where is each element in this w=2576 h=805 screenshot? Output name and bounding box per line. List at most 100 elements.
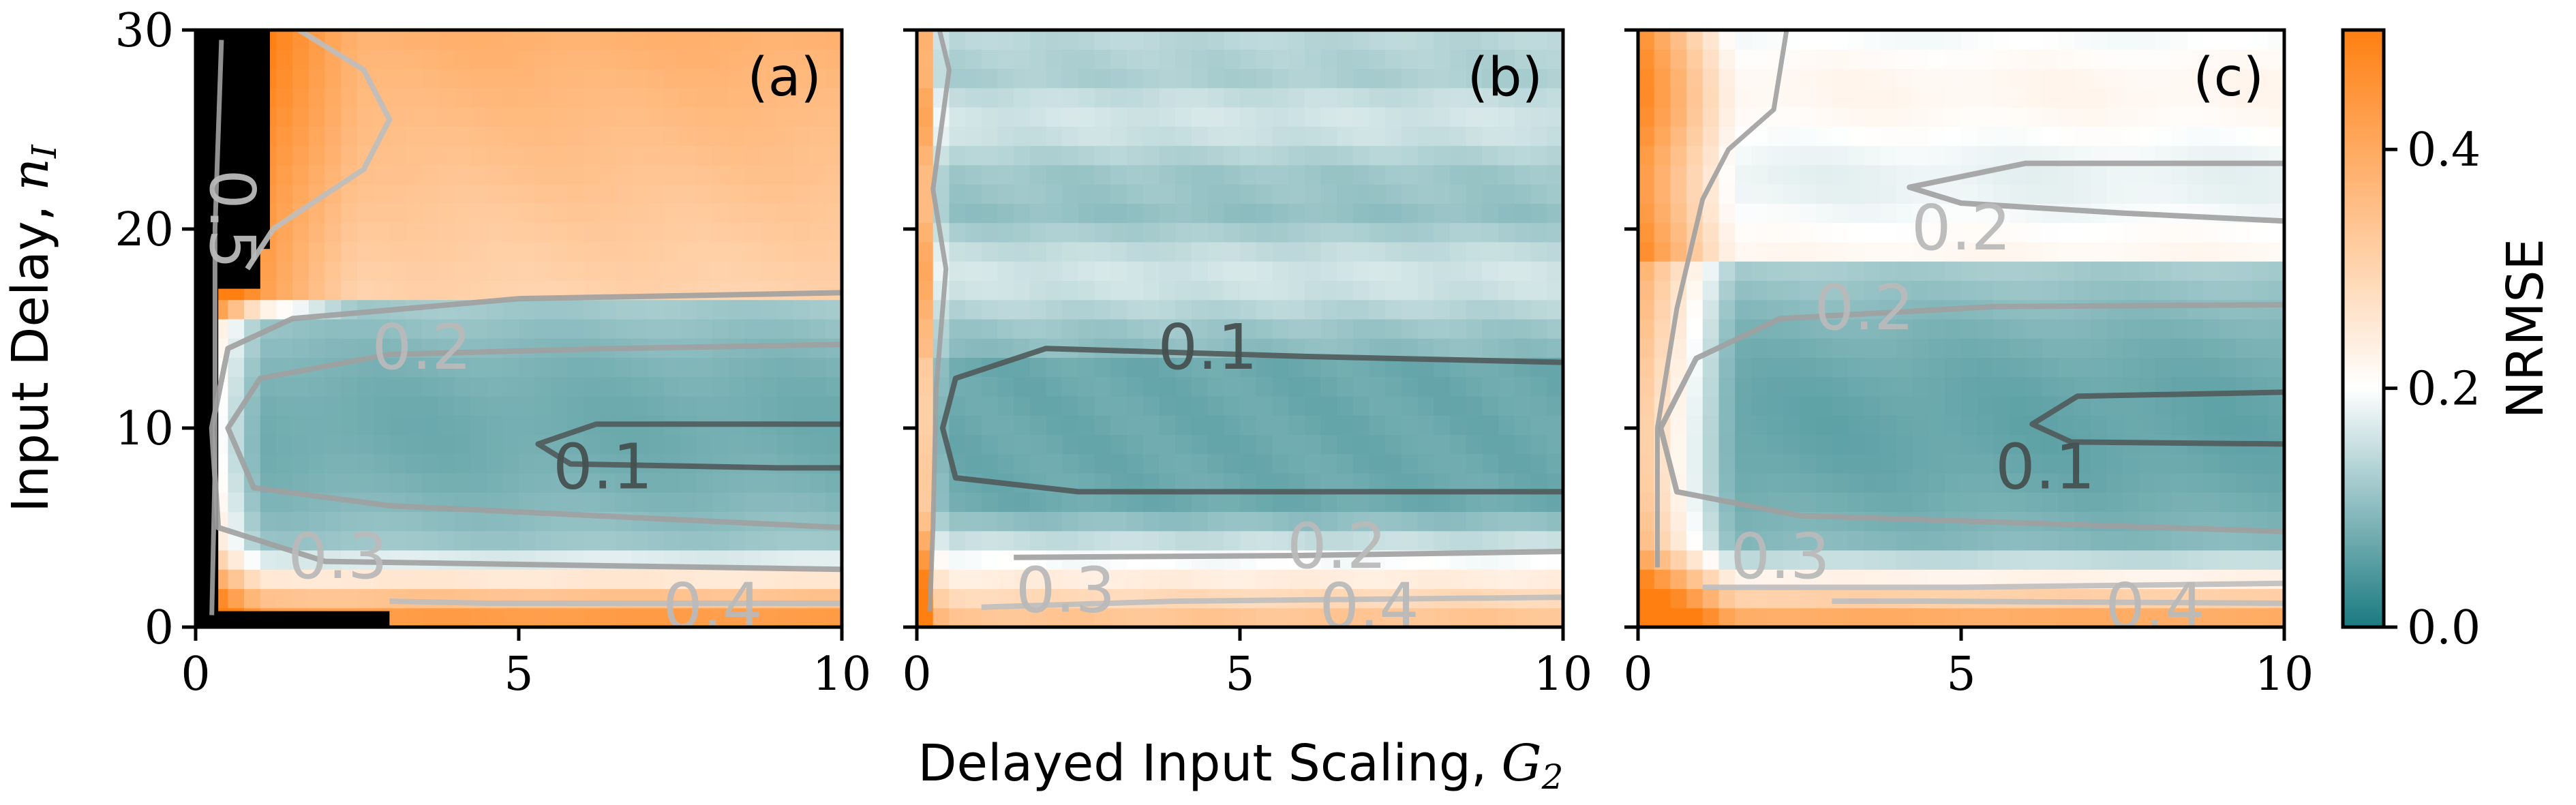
heatmap-cell [2235,30,2253,50]
heatmap-cell [519,241,536,262]
heatmap-cell [825,164,842,185]
heatmap-cell [1256,357,1273,378]
heatmap-cell [1337,203,1354,224]
heatmap-cell [1530,453,1547,474]
heatmap-cell [761,222,778,243]
heatmap-cell [1110,30,1127,50]
heatmap-cell [1993,241,2010,262]
heatmap-cell [997,30,1014,50]
heatmap-cell [406,222,423,243]
heatmap-cell [1961,68,1978,89]
heatmap-cell [2187,241,2204,262]
heatmap-cell [486,280,503,301]
heatmap-cell [1654,203,1671,224]
heatmap-cell [1514,453,1532,474]
heatmap-cell [965,318,982,339]
heatmap-cell [1896,376,1913,397]
heatmap-cell [949,280,966,301]
heatmap-cell [696,434,713,455]
heatmap-panel-c: 0.10.20.20.30.4 (c) 0 5 10 [1623,28,2314,701]
contour-label: 0.2 [1815,271,1914,344]
heatmap-cell [1848,280,1865,301]
heatmap-cell [308,395,326,416]
heatmap-cell [519,357,536,378]
heatmap-cell [1094,569,1111,590]
heatmap-cell [1832,241,1849,262]
heatmap-cell [1547,338,1563,358]
heatmap-cell [1832,87,1849,108]
heatmap-cell [1848,241,1865,262]
heatmap-cell [1369,338,1386,358]
heatmap-cell [680,472,697,493]
heatmap-cell [1159,164,1176,185]
heatmap-cell [793,280,810,301]
heatmap-cell [1751,434,1768,455]
heatmap-cell [2252,87,2269,108]
heatmap-cell [502,453,519,474]
heatmap-cell [1256,203,1273,224]
heatmap-cell [1240,107,1257,127]
heatmap-cell [583,222,601,243]
contour-label: 0.1 [1157,311,1257,384]
heatmap-cell [1417,30,1434,50]
heatmap-cell [1337,434,1354,455]
heatmap-cell [308,472,326,493]
heatmap-cell [2090,222,2107,243]
heatmap-cell [1912,280,1930,301]
heatmap-cell [308,280,326,301]
heatmap-cell [1369,184,1386,204]
heatmap-cell [793,376,810,397]
heatmap-cell [1880,318,1897,339]
heatmap-cell [1670,126,1687,147]
heatmap-cell [777,299,794,320]
heatmap-cell [454,241,471,262]
heatmap-cell [2138,222,2155,243]
heatmap-cell [1434,241,1451,262]
heatmap-cell [1207,164,1224,185]
heatmap-cell [1686,588,1703,609]
heatmap-cell [965,588,982,609]
heatmap-cell [502,49,519,70]
heatmap-cell [1304,357,1322,378]
heatmap-cell [1450,184,1467,204]
heatmap-cell [648,49,665,70]
heatmap-cell [1272,241,1289,262]
heatmap-cell [1718,222,1736,243]
heatmap-cell [1977,30,1994,50]
heatmap-cell [1547,511,1563,532]
heatmap-cell [712,607,729,627]
heatmap-cell [2187,126,2204,147]
heatmap-cell [2010,87,2027,108]
heatmap-cell [825,30,842,50]
heatmap-cell [729,530,746,551]
heatmap-cell [1977,434,1994,455]
heatmap-cell [2090,184,2107,204]
heatmap-cell [1288,318,1305,339]
heatmap-cell [276,241,293,262]
heatmap-cell [583,184,601,204]
heatmap-cell [1945,222,1962,243]
heatmap-cell [1142,607,1160,627]
heatmap-cell [308,569,326,590]
heatmap-cell [1815,357,1832,378]
heatmap-cell [534,241,551,262]
heatmap-cell [2252,357,2269,378]
heatmap-cell [2219,338,2237,358]
heatmap-cell [2219,68,2237,89]
heatmap-cell [2155,453,2172,474]
heatmap-cell [1482,30,1499,50]
heatmap-cell [2203,549,2220,570]
heatmap-cell [567,203,584,224]
heatmap-cell [389,145,406,166]
heatmap-cell [2090,357,2107,378]
heatmap-cell [357,530,374,551]
heatmap-cell [712,376,729,397]
heatmap-cell [1046,222,1063,243]
heatmap-cell [1256,87,1273,108]
heatmap-cell [981,49,999,70]
heatmap-cell [1240,376,1257,397]
heatmap-cell [2010,607,2027,627]
heatmap-cell [1961,261,1978,281]
heatmap-cell [1288,299,1305,320]
heatmap-cell [421,145,439,166]
